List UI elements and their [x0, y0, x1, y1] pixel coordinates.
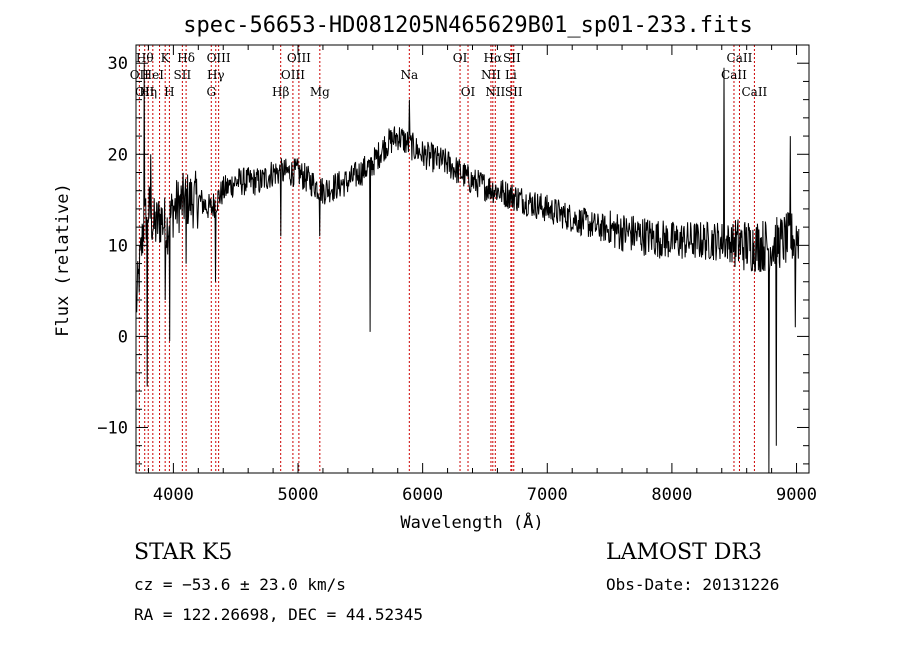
line-label: G [206, 85, 216, 99]
line-label: OIII [207, 51, 231, 65]
line-label: K [161, 51, 171, 65]
survey-name: LAMOST DR3 [606, 540, 762, 565]
line-label: Na [400, 68, 418, 82]
x-axis-label: Wavelength (Å) [400, 511, 543, 533]
line-label: Hα [484, 51, 503, 65]
x-tick-label: 7000 [527, 485, 568, 505]
line-label: SII [174, 68, 192, 82]
line-label: HeI [142, 68, 165, 82]
spectrum-line [135, 63, 800, 474]
y-tick-label: 10 [108, 236, 128, 256]
line-label: H [164, 85, 174, 99]
line-label: OI [453, 51, 468, 65]
line-label: Hγ [207, 68, 225, 82]
line-label: OIII [281, 68, 305, 82]
line-label: OII [135, 85, 155, 99]
line-label: Hη [139, 85, 157, 99]
obs-date: Obs-Date: 20131226 [606, 575, 780, 594]
line-label: Mg [310, 85, 330, 99]
y-tick-label: −10 [97, 418, 128, 438]
line-label: CaII [741, 85, 767, 99]
line-labels: OIIHθOIIHηHeIKHSIIHδGHγOIIIHβOIIIOIIIMgN… [130, 51, 768, 99]
x-tick-label: 6000 [402, 485, 443, 505]
star-class: STAR K5 [134, 540, 233, 565]
line-label: Hθ [136, 51, 154, 65]
line-label: Li [505, 68, 517, 82]
ra-dec: RA = 122.26698, DEC = 44.52345 [134, 605, 423, 624]
y-tick-label: 20 [108, 145, 128, 165]
line-label: OIII [287, 51, 311, 65]
x-tick-label: 4000 [153, 485, 194, 505]
y-tick-label: 30 [108, 54, 128, 74]
redshift-cz: cz = −53.6 ± 23.0 km/s [134, 575, 346, 594]
line-label: CaII [721, 68, 747, 82]
line-label: SII [503, 51, 521, 65]
y-axis-label: Flux (relative) [53, 183, 73, 337]
x-tick-label: 8000 [651, 485, 692, 505]
x-axis: 4000 5000 6000 7000 8000 9000 [147, 45, 817, 505]
chart-title: spec-56653-HD081205N465629B01_sp01-233.f… [183, 13, 753, 38]
emission-line-markers [138, 45, 755, 473]
y-axis: −10 0 10 20 30 [97, 44, 809, 465]
line-label: Hβ [272, 85, 289, 99]
line-label: Hδ [177, 51, 195, 65]
x-tick-label: 9000 [776, 485, 817, 505]
line-label: CaII [727, 51, 753, 65]
y-tick-label: 0 [118, 327, 128, 347]
line-label: OI [461, 85, 476, 99]
line-label: NII [481, 68, 501, 82]
plot-frame [135, 44, 810, 474]
x-tick-label: 5000 [278, 485, 319, 505]
line-label: NII [485, 85, 505, 99]
line-label: SII [505, 85, 523, 99]
